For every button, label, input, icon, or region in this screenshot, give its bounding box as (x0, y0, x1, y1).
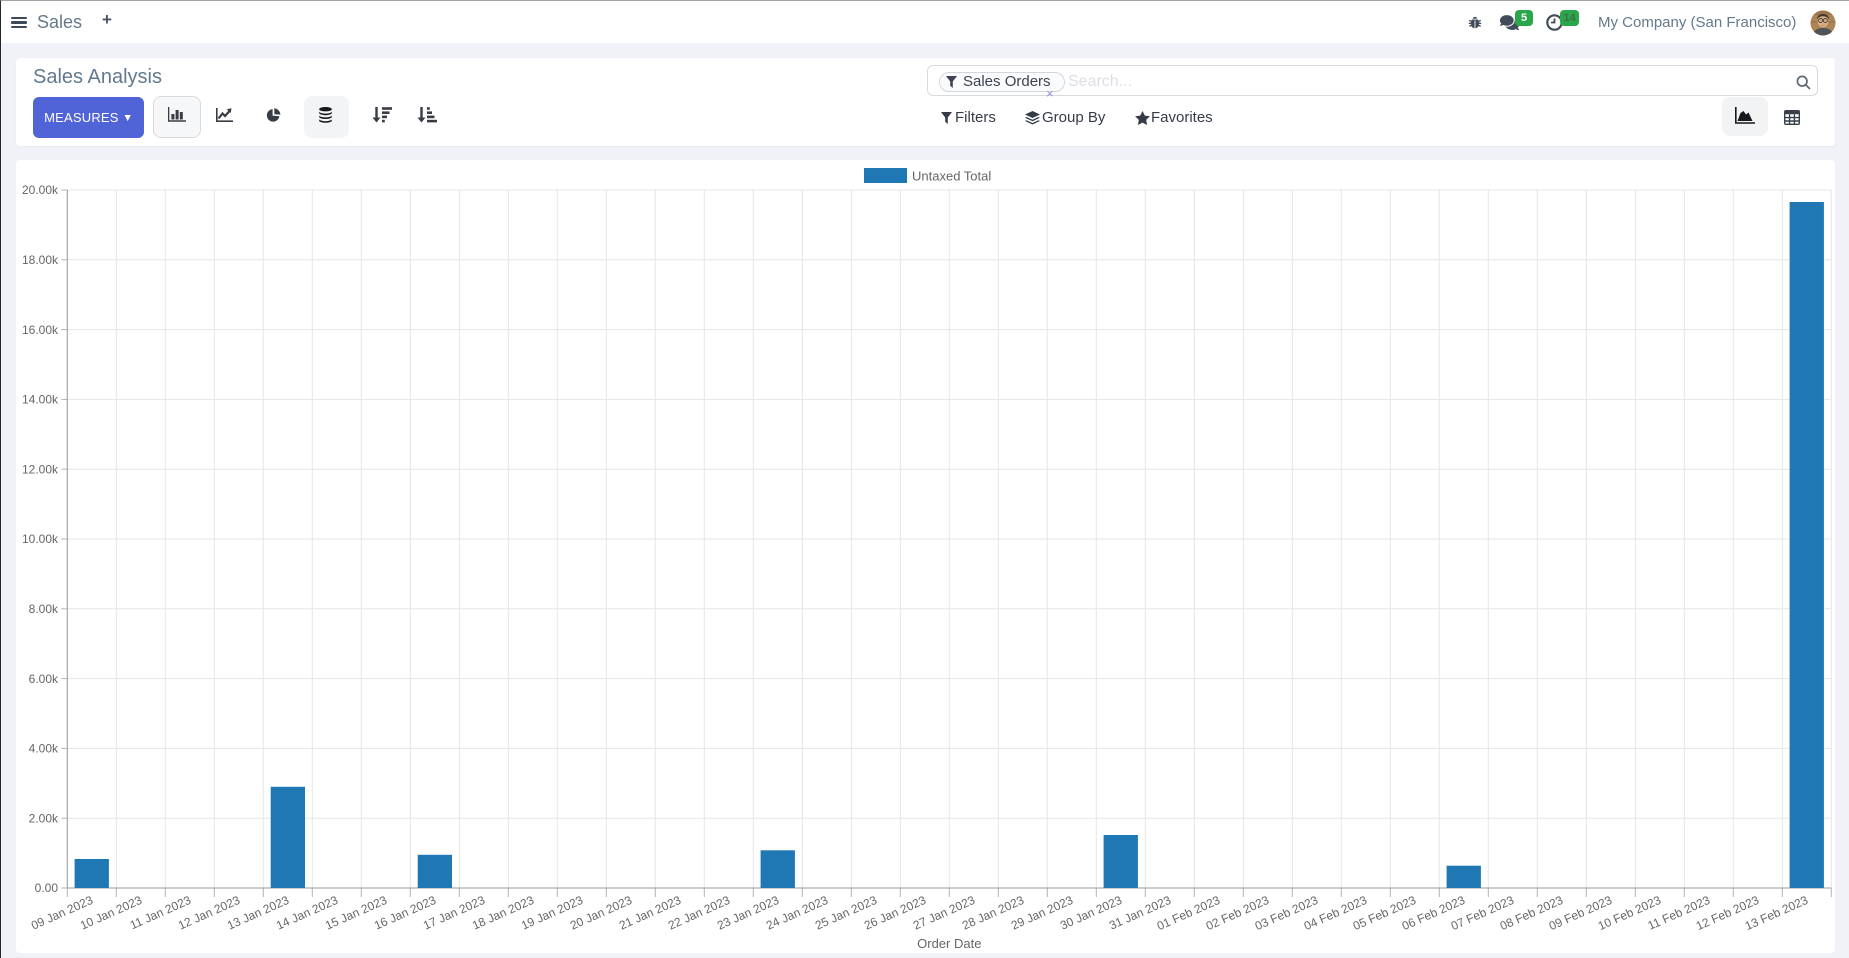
svg-text:10.00k: 10.00k (22, 532, 59, 546)
svg-text:6.00k: 6.00k (29, 672, 59, 686)
svg-text:2.00k: 2.00k (29, 811, 59, 825)
svg-text:14.00k: 14.00k (22, 393, 59, 407)
svg-text:8.00k: 8.00k (29, 602, 59, 616)
svg-text:16.00k: 16.00k (22, 323, 59, 337)
svg-text:12.00k: 12.00k (22, 462, 59, 476)
svg-text:0.00: 0.00 (35, 881, 59, 895)
svg-text:18.00k: 18.00k (22, 253, 59, 267)
svg-text:20.00k: 20.00k (22, 183, 59, 197)
svg-text:Order Date: Order Date (917, 936, 981, 951)
svg-text:4.00k: 4.00k (29, 742, 59, 756)
svg-text:Untaxed Total: Untaxed Total (912, 169, 991, 184)
